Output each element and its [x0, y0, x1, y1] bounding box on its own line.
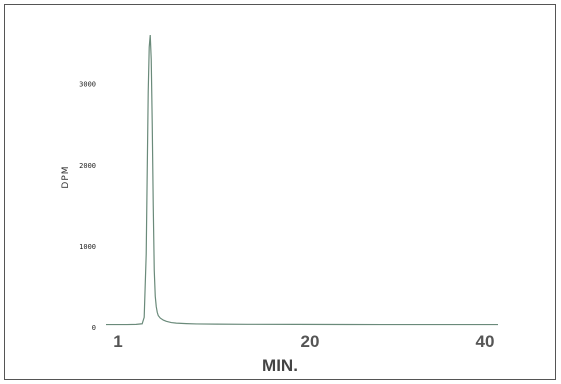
x-tick-labels: 1 20 40	[113, 332, 494, 351]
y-tick-label: 3000	[79, 81, 96, 89]
chart-frame: 0 1000 2000 3000 1 20 40 DPM MIN.	[4, 4, 556, 380]
x-tick-label: 20	[301, 332, 320, 351]
series-line	[106, 34, 498, 326]
x-tick-label: 1	[113, 332, 122, 351]
x-axis-label: MIN.	[262, 356, 298, 375]
x-tick-label: 40	[476, 332, 495, 351]
chromatogram-chart: 0 1000 2000 3000 1 20 40 DPM MIN.	[61, 34, 498, 375]
y-tick-label: 1000	[79, 243, 96, 251]
y-tick-label: 2000	[79, 162, 96, 170]
y-tick-label: 0	[92, 324, 96, 332]
y-tick-labels: 0 1000 2000 3000	[79, 81, 96, 332]
y-axis-label: DPM	[61, 165, 71, 188]
